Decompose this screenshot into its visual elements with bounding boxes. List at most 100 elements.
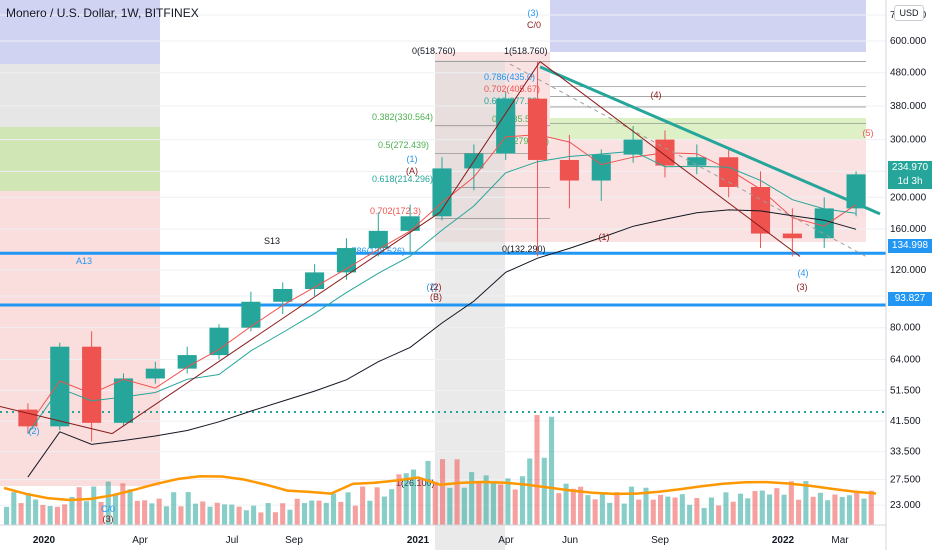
volume-bar <box>563 483 569 525</box>
bg-zone-red <box>0 191 160 486</box>
volume-bar <box>83 501 90 525</box>
horizontal-levels[interactable] <box>0 251 886 413</box>
volume-bar <box>636 499 642 525</box>
volume-bar <box>200 501 206 525</box>
volume-bar <box>578 486 584 525</box>
candle-body <box>18 409 38 427</box>
price-axis[interactable]: 720.000600.000480.000380.000300.000240.0… <box>885 0 927 550</box>
volume-bar <box>708 497 714 525</box>
candle-body <box>432 168 452 217</box>
x-tick-label: 2022 <box>772 535 795 546</box>
volume-bar <box>229 504 235 525</box>
countdown-value: 1d 3h <box>897 176 923 187</box>
volume-bar <box>767 494 773 525</box>
ma-slow-line <box>27 209 857 478</box>
volume-bar <box>62 504 68 525</box>
wave-label: (2) <box>427 282 438 292</box>
volume-bar <box>665 496 671 525</box>
impulse-line <box>0 405 113 435</box>
candle-body <box>368 230 388 249</box>
volume-bar <box>40 504 46 525</box>
fib-level-label: 1(518.760) <box>504 46 548 56</box>
fib-level-label: 0.702(172.3) <box>370 206 421 216</box>
candle-body <box>82 346 102 423</box>
volume-bar <box>505 478 511 525</box>
volume-bar <box>316 500 322 525</box>
volume-bar <box>476 481 482 525</box>
candle-body <box>177 355 197 369</box>
volume-bar <box>658 494 664 525</box>
trendlines[interactable] <box>0 61 881 435</box>
fib-level-label: 0.5(335.525) <box>492 114 543 124</box>
x-tick-label: Apr <box>498 535 514 546</box>
candle-body <box>496 98 516 154</box>
x-tick-label: Sep <box>285 535 303 546</box>
volume-bar <box>599 493 605 525</box>
volume-bar <box>207 506 213 525</box>
volume-bar <box>309 500 315 525</box>
wave-label: (3) <box>103 514 114 524</box>
volume-bar <box>592 499 598 525</box>
fib-background <box>0 0 866 550</box>
level-lower-value: 93.827 <box>894 293 926 304</box>
symbol-title: Monero / U.S. Dollar, 1W, BITFINEX <box>6 6 199 20</box>
volume-bar <box>774 488 780 525</box>
level-upper-tag: 134.998 <box>888 239 932 253</box>
wave-label: A13 <box>76 256 92 266</box>
bg-zone-purple-2 <box>550 0 866 52</box>
volume-bar <box>810 496 816 525</box>
volume-bar <box>534 415 540 525</box>
candle-body <box>623 139 643 155</box>
y-tick-label: 23.000 <box>890 500 921 511</box>
candle-body <box>559 159 579 181</box>
volume-bar <box>687 504 693 525</box>
candle-body <box>50 346 70 427</box>
candle-body <box>687 157 707 166</box>
volume-bar <box>69 496 75 525</box>
volume-bar <box>519 476 526 525</box>
volume-bar <box>730 501 736 525</box>
volume-bar <box>331 493 337 525</box>
volume-bar <box>4 506 10 525</box>
volume-bar <box>846 495 853 525</box>
volume-bar <box>294 498 300 525</box>
fib-level-label: 0.786(138.526) <box>344 246 405 256</box>
candle-body <box>273 289 293 302</box>
bg-zone-green <box>0 127 160 191</box>
volume-bar <box>367 500 373 525</box>
volume-bar <box>854 492 860 525</box>
candle-body <box>305 272 325 290</box>
time-axis[interactable]: 2020 Apr Jul Sep 2021 Apr Jun Sep 2022 Mar <box>0 524 886 546</box>
y-tick-label: 600.000 <box>890 36 927 47</box>
wave-label: (3) <box>528 8 539 18</box>
volume-bar <box>171 492 177 525</box>
volume-bar <box>418 478 424 525</box>
x-tick-label: Sep <box>651 535 669 546</box>
volume-bar <box>817 492 823 525</box>
wave-labels: (1)(2) (3)(4)(5)(A)(B)C/0(3)S13A13(2)C/0(… <box>29 8 874 524</box>
volume-bar <box>432 481 438 525</box>
volume-bar <box>461 487 467 525</box>
candle-body <box>591 154 611 181</box>
volume-bar <box>280 503 286 525</box>
volume-bar <box>527 458 533 525</box>
y-tick-label: 120.000 <box>890 265 927 276</box>
volume-bar <box>178 506 184 525</box>
currency-selector[interactable]: USD <box>894 5 924 21</box>
volume-bar <box>788 481 794 525</box>
volume-bar <box>825 500 831 525</box>
wave-label: (5) <box>863 128 874 138</box>
volume-bar <box>469 472 475 525</box>
wave-label: (B) <box>430 292 442 302</box>
volume-bar <box>868 490 874 525</box>
volume-bar <box>352 505 358 525</box>
wave-label: S13 <box>264 236 280 246</box>
volume-bar <box>621 503 627 525</box>
volume-bar <box>47 505 53 525</box>
y-tick-label: 480.000 <box>890 68 927 79</box>
ma-fast-line <box>27 134 857 427</box>
volume-bar <box>745 498 751 525</box>
volume-bar <box>396 474 402 525</box>
